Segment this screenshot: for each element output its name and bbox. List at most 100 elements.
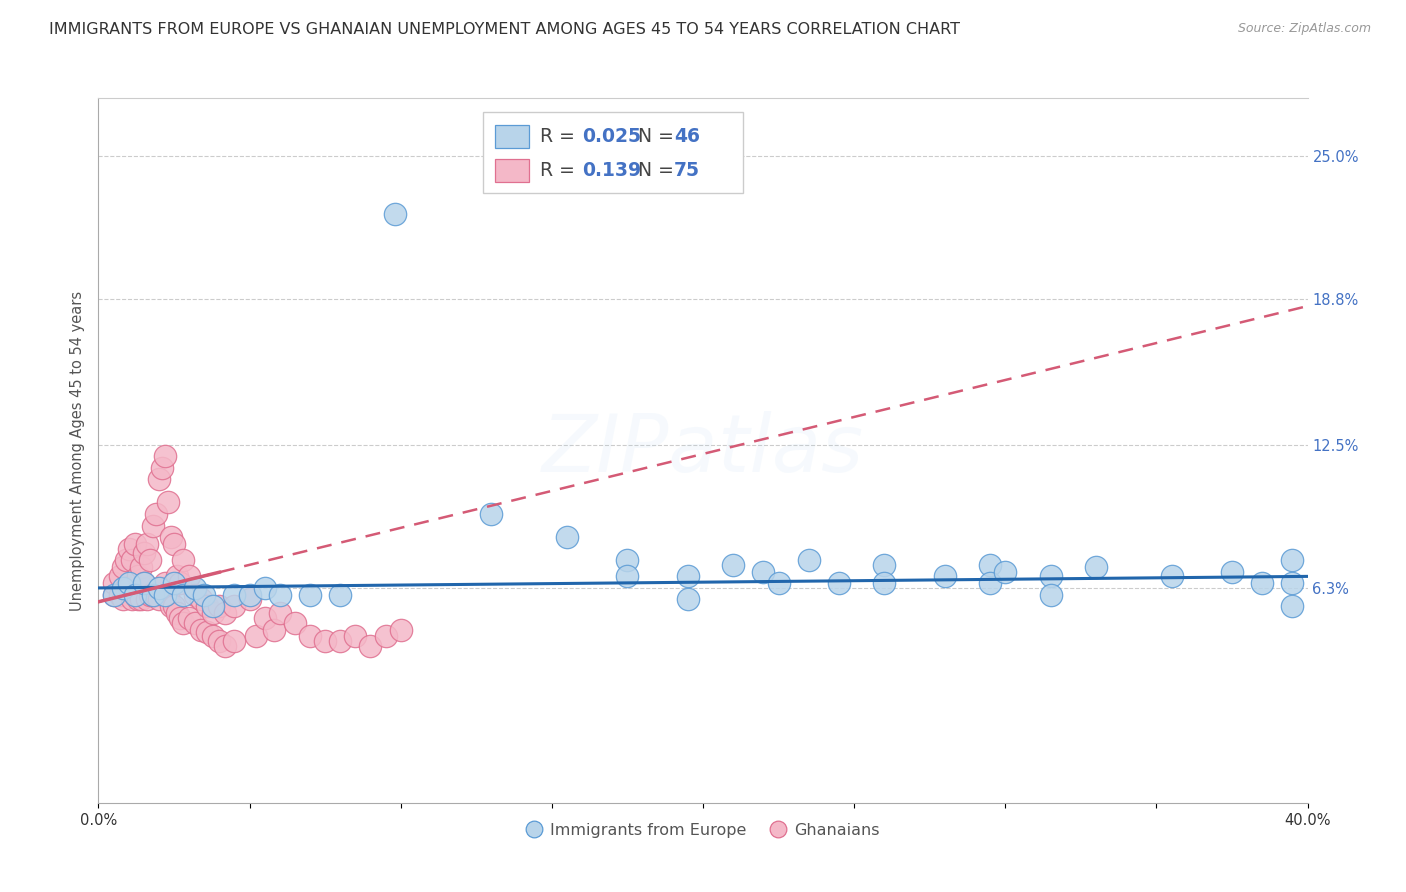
Point [150,460,173,475]
Point [360,639,382,653]
Legend: Immigrants from Europe, Ghanaians: Immigrants from Europe, Ghanaians [520,816,886,844]
Point [253,581,276,595]
Point [153,449,176,463]
Point [156,588,179,602]
Point [1160,569,1182,583]
Point [108,588,131,602]
Point [676,569,699,583]
Point [148,592,170,607]
Point [103,576,125,591]
Point [1251,576,1274,591]
Point [208,634,231,648]
Point [150,581,173,595]
Point [214,607,236,621]
Point [723,558,745,572]
Point [344,630,367,644]
Point [111,560,134,574]
Point [269,588,291,602]
Point [873,558,896,572]
Point [148,581,170,595]
Point [142,518,165,533]
FancyBboxPatch shape [495,160,529,182]
FancyBboxPatch shape [482,112,742,194]
Point [118,576,141,591]
Point [132,546,155,560]
Text: R =: R = [540,127,581,146]
Point [1281,553,1303,567]
Point [124,588,146,602]
Point [374,630,396,644]
Point [114,581,136,595]
Point [166,607,188,621]
Point [1220,565,1243,579]
Point [389,623,412,637]
Point [184,615,207,630]
Text: IMMIGRANTS FROM EUROPE VS GHANAIAN UNEMPLOYMENT AMONG AGES 45 TO 54 YEARS CORREL: IMMIGRANTS FROM EUROPE VS GHANAIAN UNEMP… [49,22,960,37]
Point [224,634,246,648]
Text: Source: ZipAtlas.com: Source: ZipAtlas.com [1237,22,1371,36]
Point [129,592,152,607]
Point [384,207,406,221]
Point [142,588,165,602]
Point [1281,599,1303,614]
Text: N =: N = [638,161,679,180]
Point [148,472,170,486]
Point [172,615,194,630]
Y-axis label: Unemployment Among Ages 45 to 54 years: Unemployment Among Ages 45 to 54 years [69,291,84,610]
Text: N =: N = [638,127,679,146]
Point [195,624,218,639]
Point [121,592,143,607]
Point [1085,560,1108,574]
Point [190,592,212,607]
Point [190,623,212,637]
Point [202,607,225,621]
Point [299,588,322,602]
Point [129,560,152,574]
Point [153,576,176,591]
Text: 75: 75 [673,161,700,180]
Text: ZIPatlas: ZIPatlas [541,411,865,490]
Point [195,599,218,614]
Point [752,565,775,579]
Point [1039,569,1062,583]
Point [127,592,149,607]
Point [166,569,188,583]
Point [156,495,179,509]
Point [118,581,141,595]
Point [111,581,134,595]
Point [245,630,267,644]
Point [153,588,176,602]
Point [145,588,167,602]
Point [239,592,262,607]
Point [111,592,134,607]
Point [329,588,352,602]
FancyBboxPatch shape [495,125,529,148]
Point [132,576,155,591]
Point [616,553,638,567]
Text: 46: 46 [673,127,700,146]
Point [132,576,155,591]
Point [124,537,146,551]
Point [179,611,201,625]
Point [108,569,131,583]
Point [184,581,207,595]
Point [828,576,851,591]
Text: 0.025: 0.025 [582,127,641,146]
Point [224,588,246,602]
Point [124,588,146,602]
Point [179,569,201,583]
Point [160,599,183,614]
Point [103,588,125,602]
Point [676,592,699,607]
Point [172,553,194,567]
Point [160,530,183,544]
Point [202,630,225,644]
Point [253,611,276,625]
Point [135,537,157,551]
Point [314,634,336,648]
Point [269,607,291,621]
Point [163,576,186,591]
Text: 0.139: 0.139 [582,161,641,180]
Point [1039,588,1062,602]
Point [224,599,246,614]
